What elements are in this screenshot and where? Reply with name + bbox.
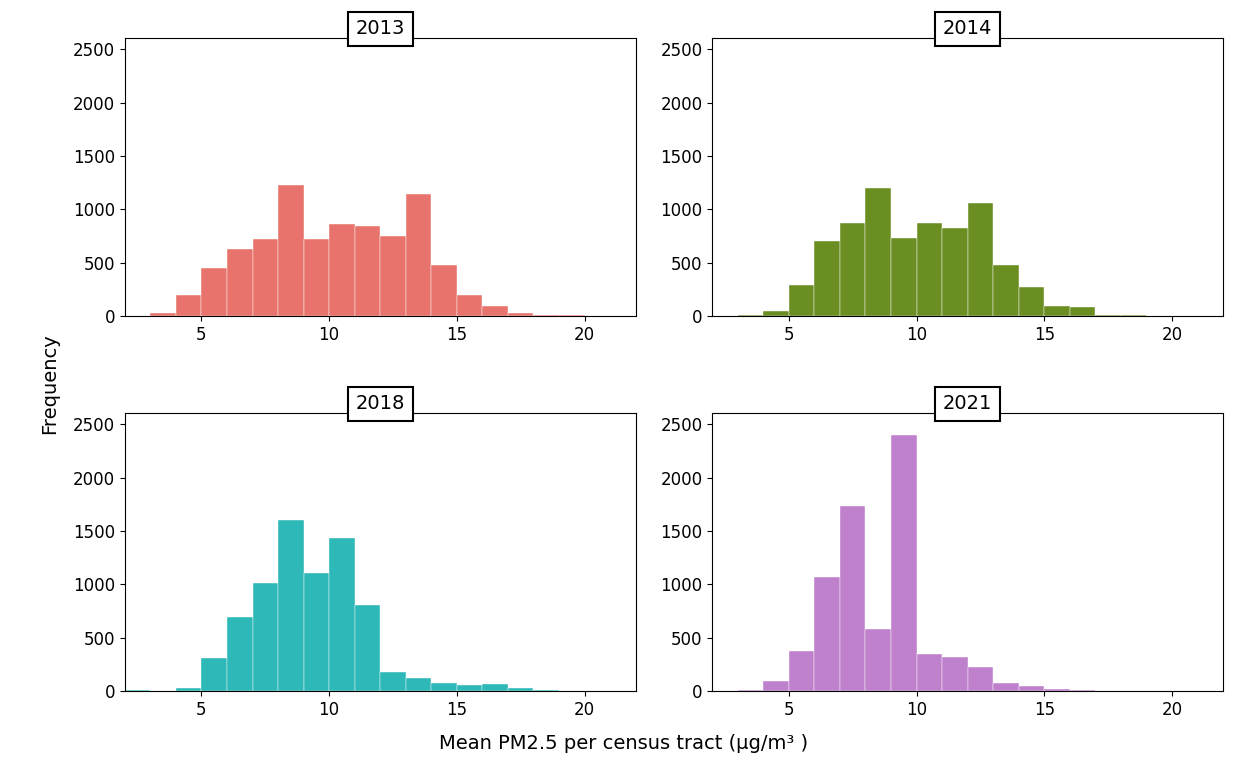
Bar [891,238,916,316]
Bar [303,240,329,316]
Bar [201,658,227,691]
Bar [457,295,483,316]
Bar [406,194,432,316]
Bar [125,690,150,691]
Bar [865,188,891,316]
Bar [916,223,942,316]
Bar [483,684,508,691]
Bar [483,306,508,316]
Bar [252,240,278,316]
Bar [865,629,891,691]
Bar [508,313,533,316]
Bar [764,680,789,691]
Bar [252,583,278,691]
Bar [993,683,1018,691]
Bar [176,688,201,691]
Text: Mean PM2.5 per census tract (μg/m³ ): Mean PM2.5 per census tract (μg/m³ ) [439,733,809,753]
Bar [891,435,916,691]
Title: 2013: 2013 [356,19,404,38]
Bar [942,657,967,691]
Bar [432,265,457,316]
Bar [840,506,865,691]
Bar [1070,306,1096,316]
Bar [432,683,457,691]
Title: 2018: 2018 [356,395,404,413]
Bar [815,577,840,691]
Bar [559,315,584,316]
Title: 2021: 2021 [943,395,992,413]
Bar [916,654,942,691]
Bar [354,227,381,316]
Text: Frequency: Frequency [40,333,60,435]
Bar [1070,690,1096,691]
Bar [406,678,432,691]
Bar [1018,287,1045,316]
Bar [1018,686,1045,691]
Bar [1096,315,1121,316]
Bar [942,227,967,316]
Bar [354,604,381,691]
Bar [176,295,201,316]
Bar [789,650,815,691]
Bar [1045,306,1070,316]
Bar [967,203,993,316]
Bar [227,617,252,691]
Bar [840,223,865,316]
Bar [789,285,815,316]
Bar [329,224,354,316]
Bar [738,690,764,691]
Bar [381,236,406,316]
Bar [381,672,406,691]
Bar [457,685,483,691]
Bar [967,667,993,691]
Bar [201,268,227,316]
Bar [764,311,789,316]
Bar [815,241,840,316]
Bar [508,688,533,691]
Bar [278,185,303,316]
Bar [738,315,764,316]
Bar [227,249,252,316]
Bar [278,520,303,691]
Bar [150,313,176,316]
Bar [1045,689,1070,691]
Bar [993,265,1018,316]
Bar [533,690,559,691]
Bar [533,315,559,316]
Title: 2014: 2014 [943,19,992,38]
Bar [329,538,354,691]
Bar [303,573,329,691]
